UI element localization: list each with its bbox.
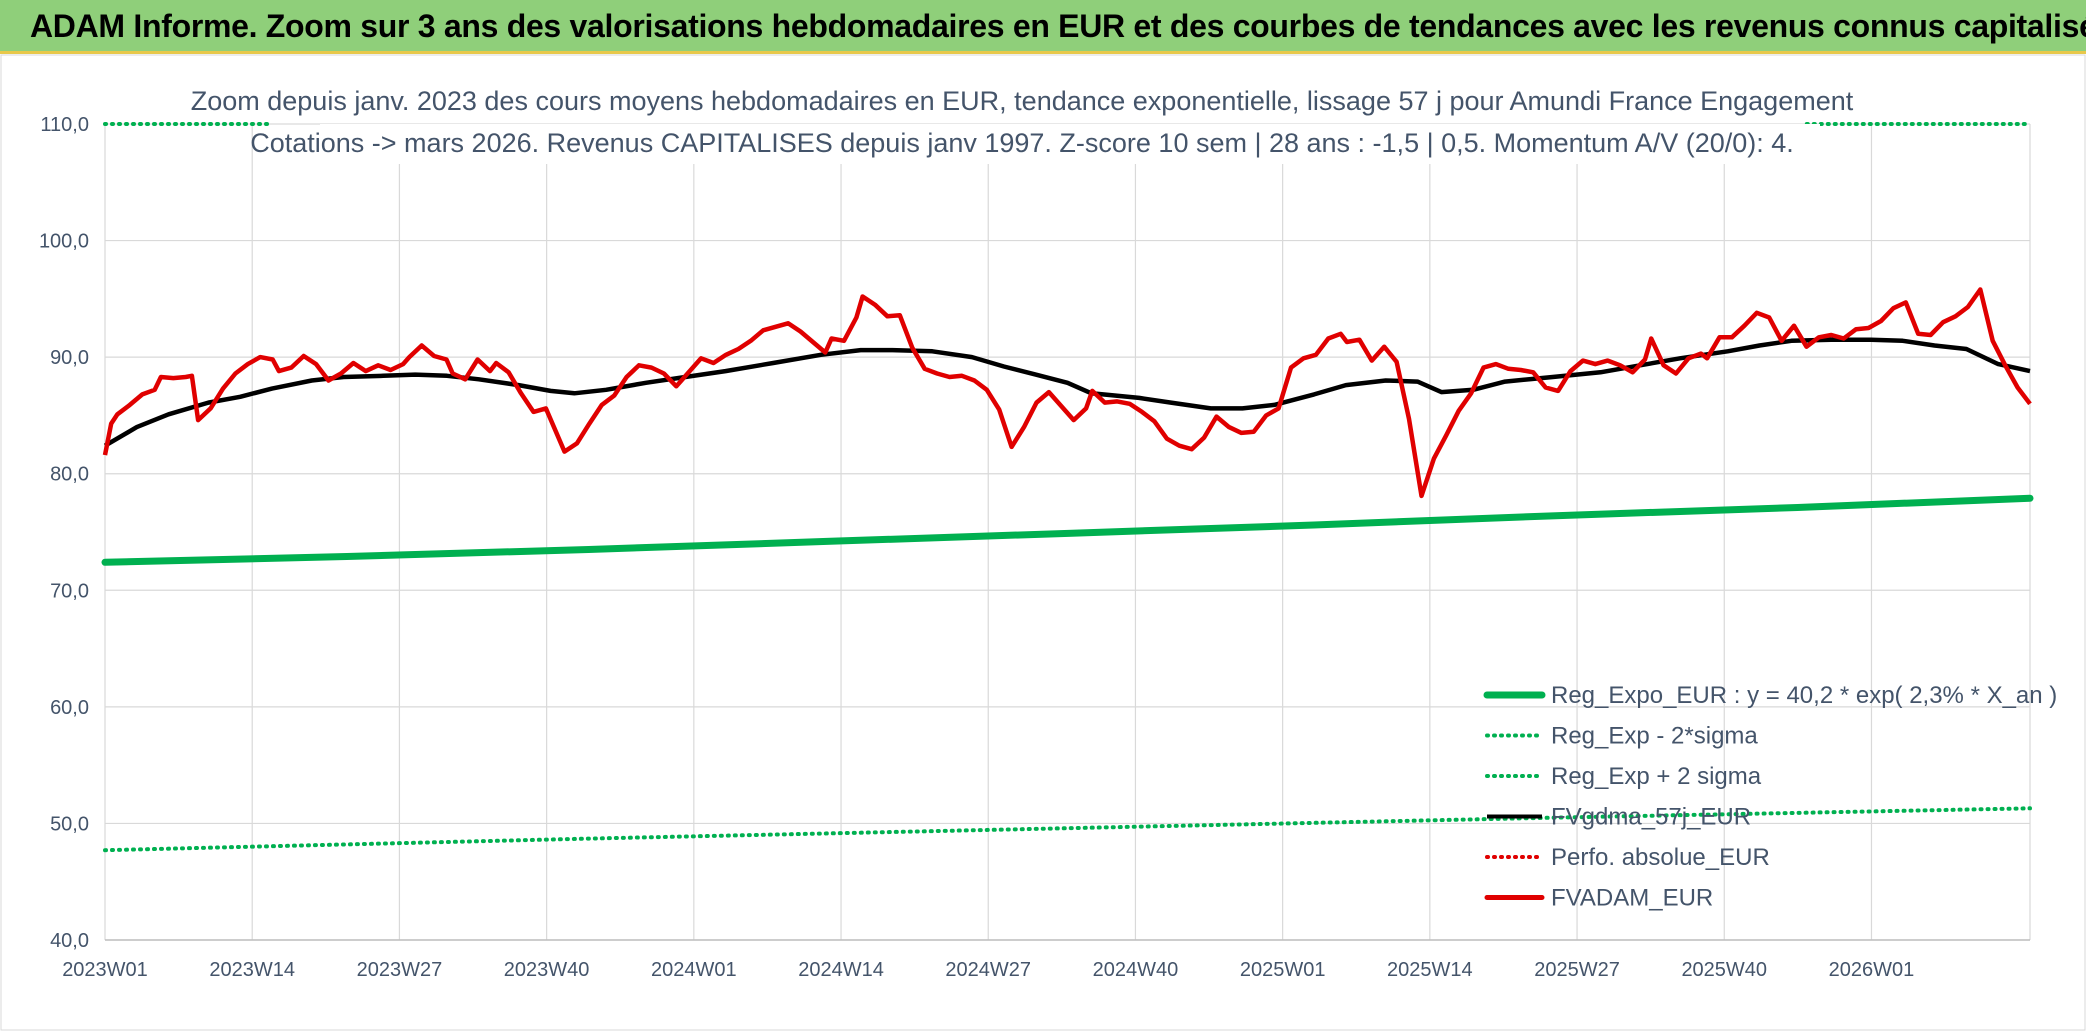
y-tick-label: 70,0 bbox=[50, 580, 89, 602]
y-tick-label: 100,0 bbox=[39, 231, 89, 253]
legend-label: Perfo. absolue_EUR bbox=[1551, 844, 1770, 871]
chart-border bbox=[1, 55, 2085, 1030]
legend-label: Reg_Exp - 2*sigma bbox=[1551, 723, 1758, 750]
x-tick-label: 2023W14 bbox=[209, 959, 295, 981]
x-tick-label: 2024W14 bbox=[798, 959, 884, 981]
y-tick-label: 80,0 bbox=[50, 464, 89, 486]
x-tick-label: 2024W27 bbox=[945, 959, 1031, 981]
chart-canvas: 40,0 50,0 60,0 70,0 80,0 90,0 100,0 110,0 2023W0… bbox=[0, 54, 2086, 1031]
x-tick-label: 2023W40 bbox=[504, 959, 590, 981]
x-tick-label: 2025W27 bbox=[1534, 959, 1620, 981]
x-tick-label: 2025W01 bbox=[1240, 959, 1326, 981]
y-tick-label: 40,0 bbox=[50, 930, 89, 952]
chart-title-line-2: Cotations -> mars 2026. Revenus CAPITALI… bbox=[250, 128, 1794, 158]
chart-frame: 40,0 50,0 60,0 70,0 80,0 90,0 100,0 110,0 2023W0… bbox=[0, 54, 2086, 1031]
legend-label: FVgdma_57j_EUR bbox=[1551, 804, 1751, 831]
y-tick-label: 90,0 bbox=[50, 347, 89, 369]
y-tick-label: 50,0 bbox=[50, 813, 89, 835]
chart-title-line-1: Zoom depuis janv. 2023 des cours moyens … bbox=[191, 86, 1854, 116]
x-tick-label: 2025W40 bbox=[1681, 959, 1767, 981]
legend-label: Reg_Expo_EUR : y = 40,2 * exp( 2,3% * X_… bbox=[1551, 682, 2057, 709]
x-tick-label: 2024W40 bbox=[1093, 959, 1179, 981]
y-tick-label: 110,0 bbox=[40, 114, 89, 136]
report-title: ADAM Informe. Zoom sur 3 ans des valoris… bbox=[30, 8, 2086, 45]
x-tick-label: 2023W27 bbox=[357, 959, 443, 981]
legend-label: FVADAM_EUR bbox=[1551, 885, 1713, 912]
report-header: ADAM Informe. Zoom sur 3 ans des valoris… bbox=[0, 0, 2086, 54]
x-tick-label: 2023W01 bbox=[62, 959, 148, 981]
y-tick-label: 60,0 bbox=[50, 697, 89, 719]
x-tick-label: 2025W14 bbox=[1387, 959, 1473, 981]
x-tick-label: 2026W01 bbox=[1829, 959, 1915, 981]
legend-label: Reg_Exp + 2 sigma bbox=[1551, 763, 1762, 790]
x-tick-label: 2024W01 bbox=[651, 959, 737, 981]
